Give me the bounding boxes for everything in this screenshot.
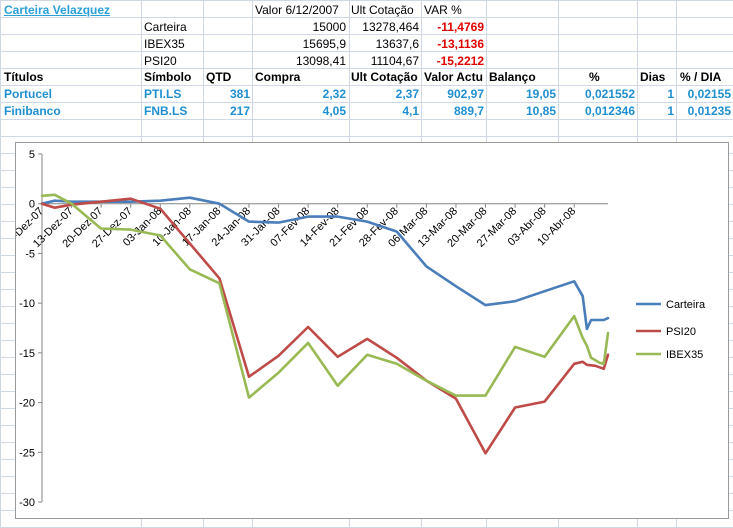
summary-valor[interactable]: 13098,41 <box>295 54 346 68</box>
summary-header-var: VAR % <box>424 3 462 17</box>
summary-var[interactable]: -13,1136 <box>437 37 484 51</box>
row-balanco[interactable]: 10,85 <box>525 104 556 118</box>
header-percent[interactable]: % <box>589 70 600 84</box>
y-tick-label: 0 <box>29 199 35 211</box>
header-simbolo[interactable]: Símbolo <box>144 70 192 84</box>
series-line-psi20 <box>40 197 610 455</box>
row-pct[interactable]: 0,012346 <box>584 104 635 118</box>
legend-label: PSI20 <box>666 326 696 338</box>
y-tick-label: -25 <box>19 447 35 459</box>
row-valor[interactable]: 889,7 <box>453 104 484 118</box>
summary-valor[interactable]: 15695,9 <box>302 37 346 51</box>
row-pct-dia[interactable]: 0,02155 <box>687 87 731 101</box>
row-ult[interactable]: 4,1 <box>402 104 419 118</box>
row-valor[interactable]: 902,97 <box>447 87 484 101</box>
line-chart[interactable]: 5 0 -5 -10 -15 -20 -25 -30 06-Dez-07 13-Dez-07 20-… <box>1 142 729 519</box>
summary-var[interactable]: -11,4769 <box>437 20 484 34</box>
summary-ult[interactable]: 13637,6 <box>375 37 419 51</box>
row-compra[interactable]: 4,05 <box>322 104 346 118</box>
header-valor-actual[interactable]: Valor Actu <box>424 70 483 84</box>
series-line-carteira <box>40 196 610 331</box>
sheet-title[interactable]: Carteira Velazquez <box>4 3 111 17</box>
row-dias[interactable]: 1 <box>667 87 674 101</box>
header-compra[interactable]: Compra <box>255 70 301 84</box>
header-qtd[interactable]: QTD <box>206 70 232 84</box>
row-titulo[interactable]: Portucel <box>4 87 53 101</box>
row-compra[interactable]: 2,32 <box>322 87 346 101</box>
chart-canvas: 50-5-10-15-20-25-3006-Dez-0713-Dez-0720-… <box>1 149 706 509</box>
row-simbolo[interactable]: FNB.LS <box>144 104 188 118</box>
row-pct[interactable]: 0,021552 <box>584 87 635 101</box>
legend-label: IBEX35 <box>666 349 703 361</box>
row-pct-dia[interactable]: 0,01235 <box>687 104 731 118</box>
header-balanco[interactable]: Balanço <box>489 70 536 84</box>
summary-name[interactable]: IBEX35 <box>144 37 185 51</box>
row-ult[interactable]: 2,37 <box>395 87 419 101</box>
summary-ult[interactable]: 11104,67 <box>370 54 419 68</box>
header-titulos[interactable]: Títulos <box>4 70 44 84</box>
y-tick-label: -10 <box>19 298 35 310</box>
y-tick-label: -15 <box>19 348 35 360</box>
row-balanco[interactable]: 19,05 <box>525 87 556 101</box>
row-titulo[interactable]: Finibanco <box>4 104 61 118</box>
summary-header-ult: Ult Cotação <box>351 3 414 17</box>
legend-label: Carteira <box>666 299 706 311</box>
summary-var[interactable]: -15,2212 <box>436 54 484 68</box>
row-dias[interactable]: 1 <box>667 104 674 118</box>
header-dias[interactable]: Dias <box>640 70 666 84</box>
y-tick-label: 5 <box>29 149 35 161</box>
summary-header-valor: Valor 6/12/2007 <box>255 3 339 17</box>
header-percent-dia[interactable]: % / DIA <box>680 70 722 84</box>
y-tick-label: -5 <box>25 248 35 260</box>
summary-ult[interactable]: 13278,464 <box>362 20 419 34</box>
summary-name[interactable]: Carteira <box>144 20 187 34</box>
summary-valor[interactable]: 15000 <box>312 20 346 34</box>
series-line-ibex35 <box>40 193 610 399</box>
row-qtd[interactable]: 217 <box>229 104 250 118</box>
summary-name[interactable]: PSI20 <box>144 54 177 68</box>
header-ult-cotacao[interactable]: Ult Cotação <box>351 70 418 84</box>
y-tick-label: -20 <box>19 398 35 410</box>
y-tick-label: -30 <box>19 497 35 509</box>
row-qtd[interactable]: 381 <box>229 87 250 101</box>
row-simbolo[interactable]: PTI.LS <box>144 87 182 101</box>
